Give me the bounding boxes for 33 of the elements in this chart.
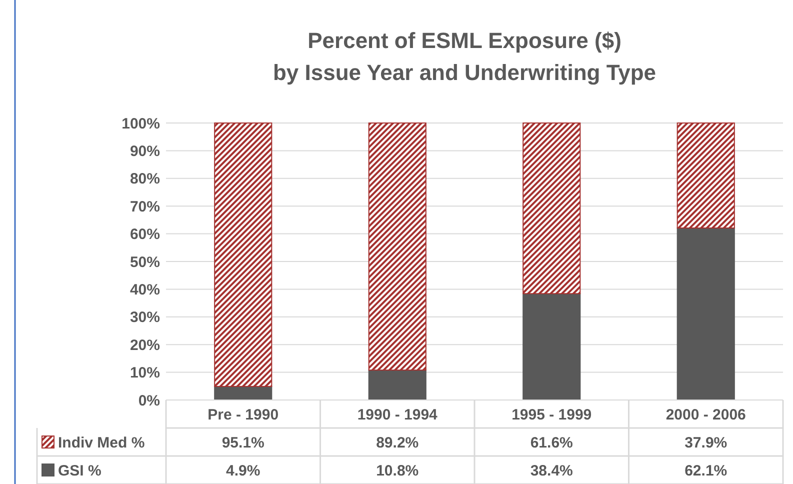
y-tick-label: 30% — [130, 309, 160, 326]
data-label: 10.8% — [376, 462, 419, 480]
bar — [522, 293, 581, 400]
data-label: 89.2% — [376, 434, 419, 452]
x-tick-label: 2000 - 2006 — [666, 406, 746, 424]
y-tick-label: 40% — [130, 281, 160, 298]
y-tick-label: 90% — [130, 142, 160, 160]
chart-title: Percent of ESML Exposure ($) by Issue Year and Underwriting Type — [272, 28, 656, 85]
x-tick-label: 1990 - 1994 — [357, 406, 438, 424]
data-label: 38.4% — [530, 462, 573, 480]
y-tick-label: 50% — [130, 254, 160, 271]
data-label: 95.1% — [222, 434, 264, 452]
y-tick-label: 10% — [130, 364, 160, 382]
y-tick-label: 100% — [122, 115, 160, 132]
bar — [676, 227, 735, 400]
legend-label: Indiv Med % — [58, 434, 145, 452]
y-tick-label: 60% — [130, 226, 160, 244]
legend-label: GSI % — [58, 462, 102, 480]
data-label: 4.9% — [226, 462, 260, 480]
x-tick-label: 1995 - 1999 — [512, 406, 592, 424]
bar — [522, 122, 581, 294]
x-tick-label: Pre - 1990 — [208, 406, 279, 424]
data-label: 62.1% — [684, 462, 728, 480]
y-tick-label: 20% — [130, 336, 160, 354]
data-label: 61.6% — [530, 434, 573, 452]
bar — [368, 370, 426, 400]
bar — [676, 122, 735, 228]
data-label: 37.9% — [684, 434, 728, 452]
y-tick-label: 70% — [130, 198, 160, 216]
bar — [214, 122, 272, 387]
y-tick-label: 80% — [130, 170, 160, 188]
y-tick-label: 0% — [138, 392, 160, 410]
bar — [368, 122, 426, 371]
